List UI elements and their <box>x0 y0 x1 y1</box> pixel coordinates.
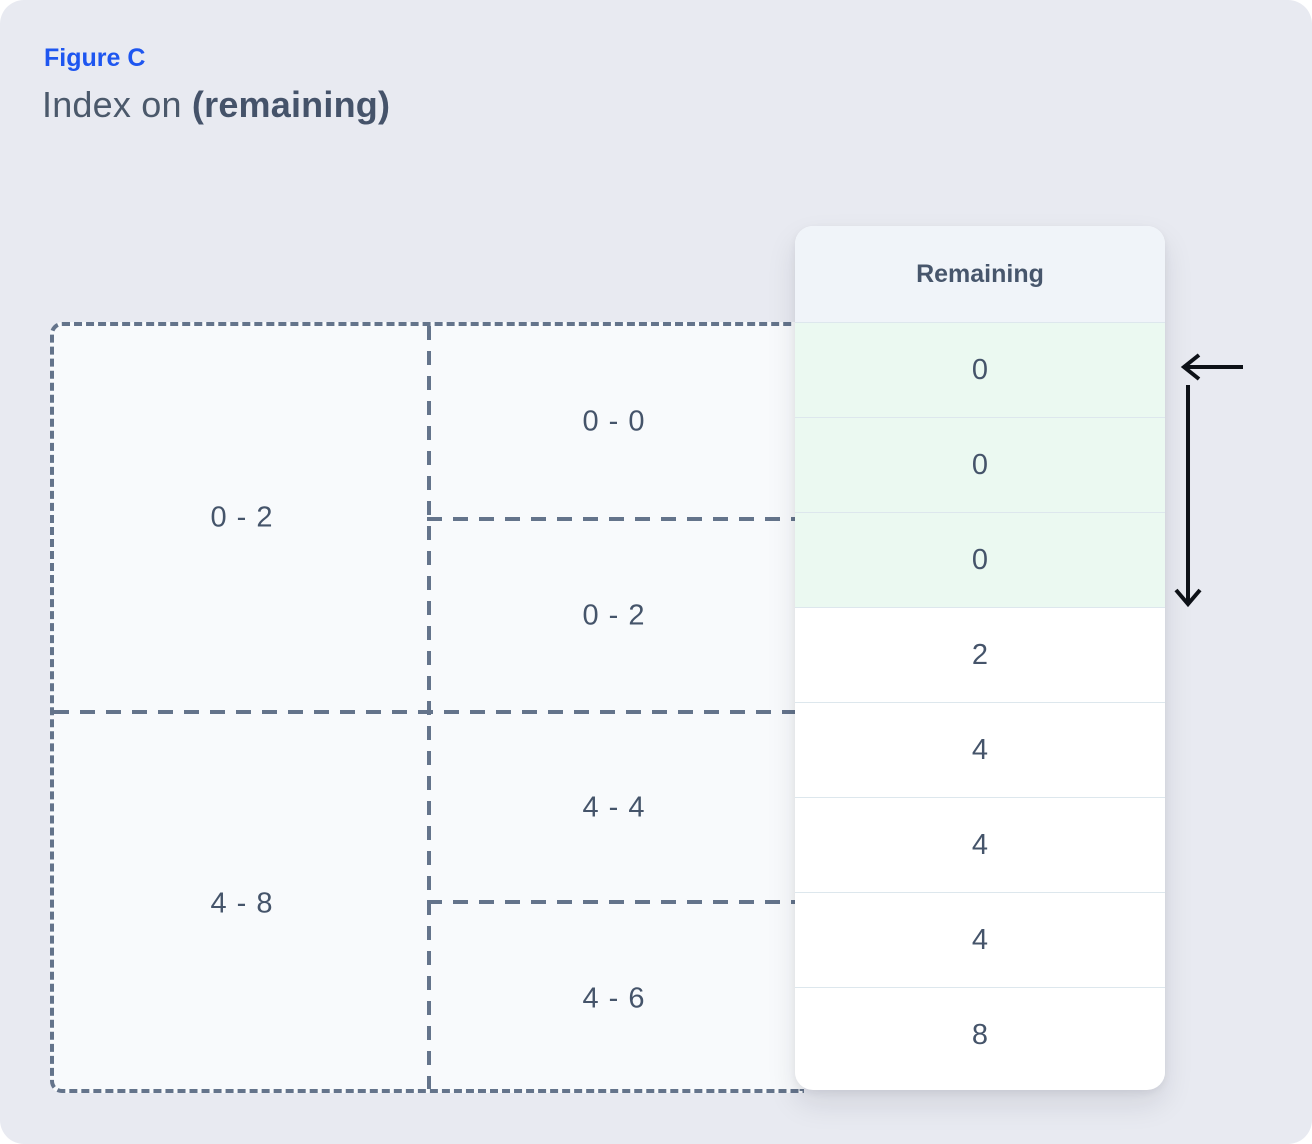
partition-divider-level2-bottom <box>427 900 804 904</box>
range-label-level2: 4 - 6 <box>582 982 646 1015</box>
cell-value: 0 <box>971 448 989 481</box>
cell-value: 0 <box>971 353 989 386</box>
partition-divider-level1 <box>54 710 804 714</box>
table-row: 0 <box>795 417 1165 512</box>
arrow-left-icon <box>1180 353 1243 381</box>
range-label-level2: 0 - 0 <box>582 405 646 438</box>
figure-label: Figure C <box>44 44 146 72</box>
index-partition-diagram: 0 - 2 4 - 8 0 - 0 0 - 2 4 - 4 4 - 6 <box>50 322 804 1093</box>
table-row: 4 <box>795 892 1165 987</box>
page-title-emphasis: (remaining) <box>191 84 391 125</box>
table-row: 2 <box>795 607 1165 702</box>
level-divider-vertical <box>427 326 431 1089</box>
arrow-down-icon <box>1174 385 1202 608</box>
table-row: 4 <box>795 702 1165 797</box>
table-row: 4 <box>795 797 1165 892</box>
cell-value: 4 <box>971 828 989 861</box>
range-label-level2: 0 - 2 <box>582 599 646 632</box>
remaining-column-card: Remaining 0 0 0 2 4 4 4 8 <box>795 226 1165 1090</box>
range-label-level1: 0 - 2 <box>210 501 274 534</box>
range-label-level2: 4 - 4 <box>582 791 646 824</box>
column-header: Remaining <box>795 226 1165 322</box>
table-row: 0 <box>795 322 1165 417</box>
page-title-prefix: Index on <box>42 84 192 125</box>
partition-divider-level2-top <box>427 517 804 521</box>
table-row: 8 <box>795 987 1165 1082</box>
table-row: 0 <box>795 512 1165 607</box>
cell-value: 2 <box>971 638 989 671</box>
cell-value: 0 <box>971 543 989 576</box>
range-label-level1: 4 - 8 <box>210 887 274 920</box>
cell-value: 8 <box>971 1018 989 1051</box>
cell-value: 4 <box>971 923 989 956</box>
page-title: Index on (remaining) <box>42 84 390 126</box>
scan-arrows <box>1174 353 1243 608</box>
cell-value: 4 <box>971 733 989 766</box>
